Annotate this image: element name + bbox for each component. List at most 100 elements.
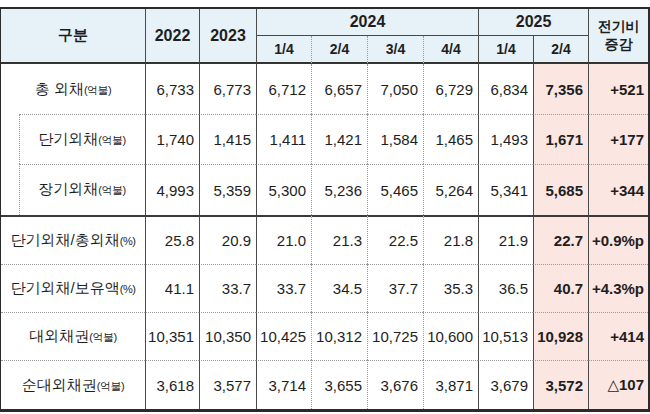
cell-value: 33.7 [256,264,311,312]
row-label-text: 단기외채/보유액 [11,279,120,296]
external-debt-table: 구분 2022 2023 2024 2025 전기비 증감 1/4 2/4 3/… [0,7,650,412]
row-label-unit: (억불) [84,84,111,96]
row-label-unit: (%) [120,235,136,247]
cell-change: +4.3%p [588,264,648,312]
cell-change: +0.9%p [588,215,648,264]
row-total-external-debt: 총 외채(억불) 6,733 6,773 6,712 6,657 7,050 6… [1,64,648,114]
row-label-unit: (억불) [89,331,116,343]
row-short-term-debt: 단기외채(억불) 1,740 1,415 1,411 1,421 1,584 1… [1,114,648,164]
cell-value: 3,679 [478,360,533,409]
cell-value: 3,618 [145,360,199,409]
row-label-text: 단기외채/총외채 [11,231,120,248]
header-change: 전기비 증감 [588,9,648,64]
cell-value: 35.3 [423,264,478,312]
cell-change: +177 [588,114,648,164]
row-label-unit: (%) [120,283,136,295]
cell-change: +344 [588,164,648,215]
header-2024-q1: 1/4 [256,36,311,64]
cell-value: 21.9 [478,215,533,264]
row-label-short-term-debt: 단기외채(억불) [1,114,145,164]
cell-value: 4,993 [145,164,199,215]
row-label-text: 순대외채권 [22,376,97,393]
cell-value: 3,577 [199,360,256,409]
cell-value: 3,871 [423,360,478,409]
cell-value: 6,834 [478,64,533,114]
cell-value: 33.7 [199,264,256,312]
header-2025-q1: 1/4 [478,36,533,64]
cell-value-latest: 1,671 [533,114,588,164]
cell-value: 1,740 [145,114,199,164]
row-label-unit: (억불) [98,184,125,196]
cell-value-latest: 5,685 [533,164,588,215]
cell-value: 5,341 [478,164,533,215]
cell-value: 34.5 [311,264,367,312]
cell-value: 5,236 [311,164,367,215]
row-long-term-debt: 장기외채(억불) 4,993 5,359 5,300 5,236 5,465 5… [1,164,648,215]
cell-value: 3,655 [311,360,367,409]
row-short-term-to-total: 단기외채/총외채(%) 25.8 20.9 21.0 21.3 22.5 21.… [1,215,648,264]
row-external-credit: 대외채권(억불) 10,351 10,350 10,425 10,312 10,… [1,312,648,360]
cell-value: 5,300 [256,164,311,215]
cell-value: 21.3 [311,215,367,264]
cell-value: 1,465 [423,114,478,164]
table-body: 총 외채(억불) 6,733 6,773 6,712 6,657 7,050 6… [1,64,648,409]
cell-value: 25.8 [145,215,199,264]
cell-value: 10,725 [367,312,423,360]
cell-value: 41.1 [145,264,199,312]
cell-value: 5,264 [423,164,478,215]
row-label-long-term-debt: 장기외채(억불) [1,164,145,215]
cell-value: 10,312 [311,312,367,360]
cell-value: 1,584 [367,114,423,164]
cell-value-latest: 7,356 [533,64,588,114]
header-year-2022: 2022 [145,9,199,64]
header-year-2023: 2023 [199,9,256,64]
cell-change: +521 [588,64,648,114]
row-label-text: 대외채권 [29,327,89,344]
cell-value: 5,359 [199,164,256,215]
debt-statistics-table: 구분 2022 2023 2024 2025 전기비 증감 1/4 2/4 3/… [1,9,648,409]
cell-value: 10,425 [256,312,311,360]
cell-value: 3,676 [367,360,423,409]
cell-value: 36.5 [478,264,533,312]
row-label-total-external-debt: 총 외채(억불) [1,64,145,114]
row-short-term-to-reserves: 단기외채/보유액(%) 41.1 33.7 33.7 34.5 37.7 35.… [1,264,648,312]
cell-value: 21.8 [423,215,478,264]
table-header: 구분 2022 2023 2024 2025 전기비 증감 1/4 2/4 3/… [1,9,648,64]
row-label-text: 장기외채 [38,180,98,197]
cell-value: 20.9 [199,215,256,264]
row-label-text: 총 외채 [35,80,84,97]
row-label-unit: (억불) [98,134,125,146]
cell-value: 6,657 [311,64,367,114]
row-label-short-term-to-reserves: 단기외채/보유액(%) [1,264,145,312]
cell-value-latest: 40.7 [533,264,588,312]
cell-change: +414 [588,312,648,360]
cell-value: 6,729 [423,64,478,114]
header-year-2024: 2024 [256,9,478,36]
cell-value-latest: 22.7 [533,215,588,264]
cell-value: 3,714 [256,360,311,409]
header-change-line1: 전기비 [589,18,648,36]
row-label-unit: (억불) [97,380,124,392]
header-change-line2: 증감 [589,36,648,54]
cell-value: 6,773 [199,64,256,114]
row-label-short-term-to-total: 단기외채/총외채(%) [1,215,145,264]
row-label-text: 단기외채 [38,130,98,147]
header-category: 구분 [1,9,145,64]
cell-value: 10,513 [478,312,533,360]
header-2024-q2: 2/4 [311,36,367,64]
cell-value: 7,050 [367,64,423,114]
cell-value: 37.7 [367,264,423,312]
cell-value: 10,350 [199,312,256,360]
cell-value-latest: 3,572 [533,360,588,409]
cell-value: 1,415 [199,114,256,164]
cell-value: 10,600 [423,312,478,360]
row-label-external-credit: 대외채권(억불) [1,312,145,360]
cell-value: 21.0 [256,215,311,264]
header-2025-q2: 2/4 [533,36,588,64]
row-net-external-credit: 순대외채권(억불) 3,618 3,577 3,714 3,655 3,676 … [1,360,648,409]
header-2024-q3: 3/4 [367,36,423,64]
cell-value: 22.5 [367,215,423,264]
cell-value: 1,411 [256,114,311,164]
header-year-2025: 2025 [478,9,588,36]
cell-change: △107 [588,360,648,409]
